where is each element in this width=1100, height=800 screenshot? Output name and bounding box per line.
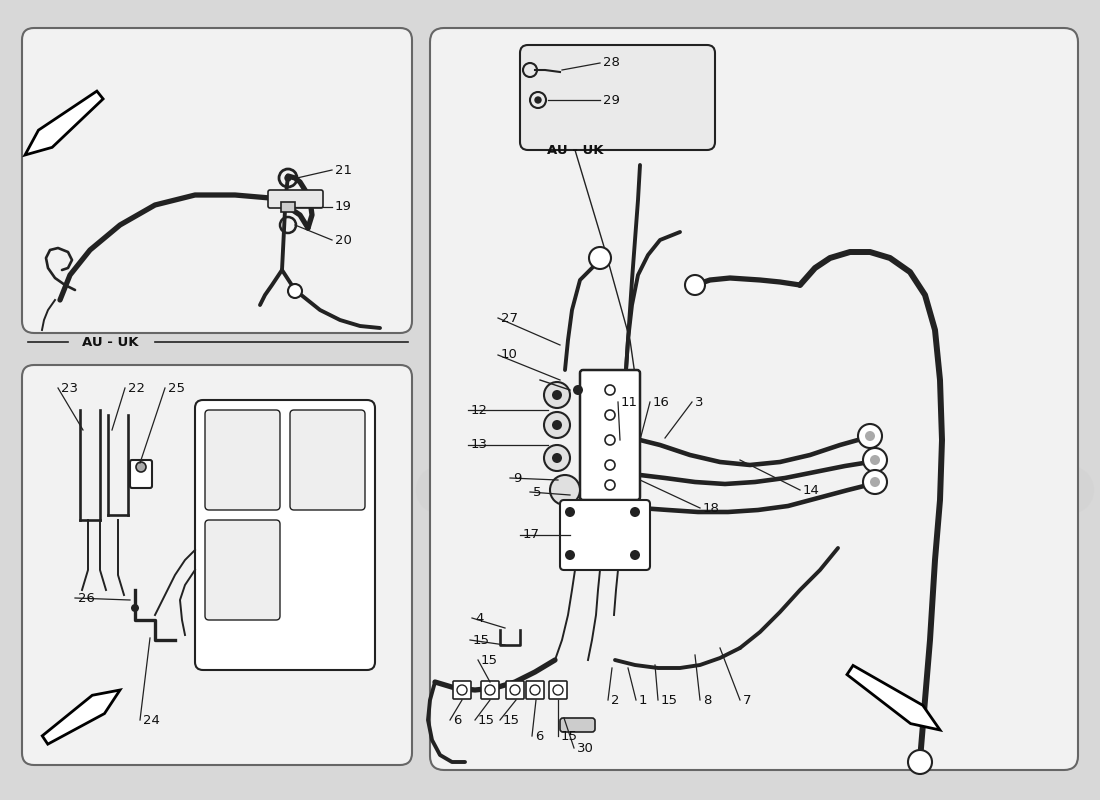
Text: 1: 1: [639, 694, 648, 706]
FancyBboxPatch shape: [506, 681, 524, 699]
Text: 8: 8: [703, 694, 712, 706]
FancyBboxPatch shape: [268, 190, 323, 208]
Text: 16: 16: [653, 395, 670, 409]
FancyBboxPatch shape: [130, 460, 152, 488]
Text: 13: 13: [471, 438, 488, 451]
Circle shape: [544, 382, 570, 408]
Text: 25: 25: [168, 382, 185, 394]
Circle shape: [908, 750, 932, 774]
Text: 7: 7: [742, 694, 751, 706]
Circle shape: [858, 424, 882, 448]
Text: 22: 22: [128, 382, 145, 394]
FancyBboxPatch shape: [195, 400, 375, 670]
Text: 6: 6: [453, 714, 461, 726]
Text: 28: 28: [603, 57, 620, 70]
Text: 12: 12: [471, 403, 488, 417]
FancyBboxPatch shape: [205, 410, 280, 510]
Circle shape: [285, 175, 292, 181]
Circle shape: [865, 431, 874, 441]
FancyBboxPatch shape: [526, 681, 544, 699]
Circle shape: [552, 420, 562, 430]
Text: 17: 17: [522, 529, 540, 542]
Circle shape: [685, 275, 705, 295]
Text: 14: 14: [803, 483, 820, 497]
FancyBboxPatch shape: [580, 370, 640, 500]
FancyBboxPatch shape: [430, 28, 1078, 770]
Text: 11: 11: [621, 395, 638, 409]
FancyBboxPatch shape: [481, 681, 499, 699]
Circle shape: [864, 470, 887, 494]
Text: 4: 4: [475, 611, 483, 625]
Text: 30: 30: [578, 742, 594, 754]
FancyBboxPatch shape: [290, 410, 365, 510]
FancyBboxPatch shape: [453, 681, 471, 699]
Text: 3: 3: [695, 395, 704, 409]
Circle shape: [550, 475, 580, 505]
Text: 27: 27: [500, 311, 518, 325]
Bar: [280, 202, 295, 212]
Text: 9: 9: [513, 471, 521, 485]
Text: 18: 18: [703, 502, 719, 514]
FancyBboxPatch shape: [520, 45, 715, 150]
Text: AU - UK: AU - UK: [547, 143, 603, 157]
Circle shape: [136, 462, 146, 472]
Text: 29: 29: [603, 94, 620, 106]
Text: 15: 15: [481, 654, 498, 666]
Text: 24: 24: [143, 714, 160, 726]
Polygon shape: [847, 666, 940, 730]
Polygon shape: [25, 91, 103, 155]
FancyBboxPatch shape: [549, 681, 566, 699]
Text: 6: 6: [535, 730, 543, 742]
Circle shape: [552, 453, 562, 463]
Polygon shape: [42, 690, 120, 744]
Circle shape: [588, 247, 610, 269]
Text: autospares: autospares: [460, 443, 940, 517]
Text: 15: 15: [473, 634, 490, 646]
Text: 15: 15: [561, 730, 578, 742]
Text: 21: 21: [336, 163, 352, 177]
Text: 15: 15: [478, 714, 495, 726]
Text: 20: 20: [336, 234, 352, 246]
Text: 15: 15: [503, 714, 520, 726]
Text: 19: 19: [336, 201, 352, 214]
Circle shape: [544, 445, 570, 471]
Circle shape: [630, 550, 640, 560]
Circle shape: [565, 550, 575, 560]
Circle shape: [288, 284, 302, 298]
Circle shape: [535, 97, 541, 103]
FancyBboxPatch shape: [560, 718, 595, 732]
Circle shape: [573, 385, 583, 395]
Circle shape: [565, 507, 575, 517]
Text: 23: 23: [60, 382, 78, 394]
Text: 10: 10: [500, 349, 518, 362]
FancyBboxPatch shape: [22, 28, 412, 333]
Text: 15: 15: [661, 694, 678, 706]
Text: 2: 2: [610, 694, 619, 706]
FancyBboxPatch shape: [560, 500, 650, 570]
Circle shape: [864, 448, 887, 472]
Circle shape: [870, 455, 880, 465]
Circle shape: [630, 507, 640, 517]
Text: 5: 5: [534, 486, 541, 498]
FancyBboxPatch shape: [22, 365, 412, 765]
FancyBboxPatch shape: [205, 520, 280, 620]
Text: 26: 26: [78, 591, 95, 605]
Text: AU - UK: AU - UK: [81, 335, 139, 349]
Circle shape: [870, 477, 880, 487]
Circle shape: [131, 604, 139, 612]
Circle shape: [552, 390, 562, 400]
Circle shape: [544, 412, 570, 438]
